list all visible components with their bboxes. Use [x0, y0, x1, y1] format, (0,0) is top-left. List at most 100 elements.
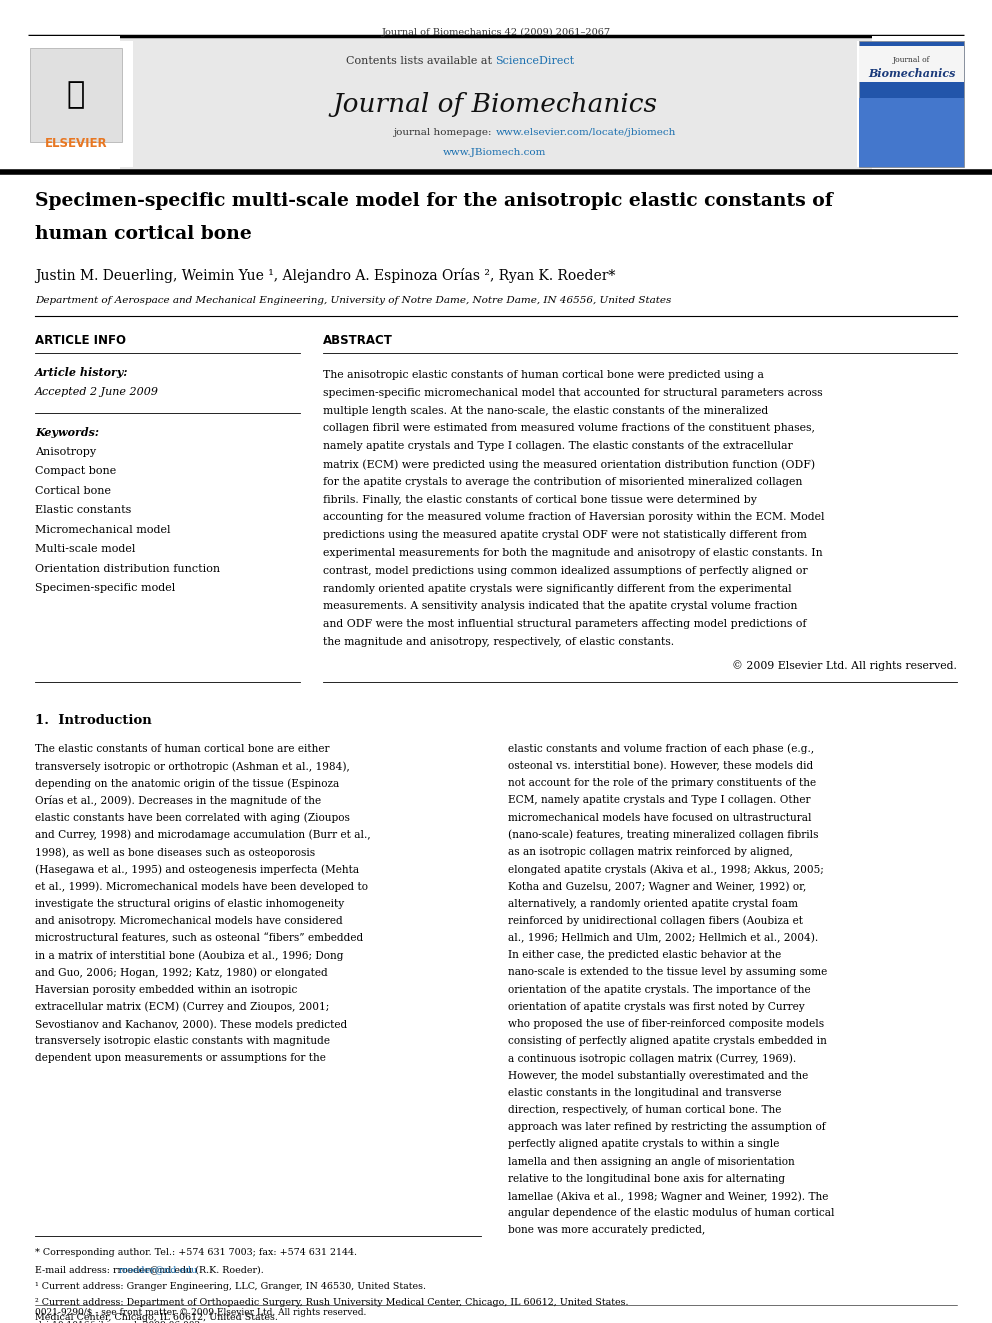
Text: Justin M. Deuerling, Weimin Yue ¹, Alejandro A. Espinoza Orías ², Ryan K. Roeder: Justin M. Deuerling, Weimin Yue ¹, Aleja…: [35, 269, 615, 283]
Text: who proposed the use of fiber-reinforced composite models: who proposed the use of fiber-reinforced…: [508, 1019, 824, 1029]
Text: Department of Aerospace and Mechanical Engineering, University of Notre Dame, No: Department of Aerospace and Mechanical E…: [35, 296, 672, 306]
Text: transversely isotropic elastic constants with magnitude: transversely isotropic elastic constants…: [35, 1036, 330, 1046]
Bar: [28, 36, 964, 172]
Text: alternatively, a randomly oriented apatite crystal foam: alternatively, a randomly oriented apati…: [508, 898, 798, 909]
Text: not account for the role of the primary constituents of the: not account for the role of the primary …: [508, 778, 816, 789]
Text: 🌲: 🌲: [66, 81, 85, 110]
Bar: [872, 36, 992, 172]
Text: and anisotropy. Micromechanical models have considered: and anisotropy. Micromechanical models h…: [35, 916, 343, 926]
Text: elastic constants and volume fraction of each phase (e.g.,: elastic constants and volume fraction of…: [508, 744, 814, 754]
Text: angular dependence of the elastic modulus of human cortical: angular dependence of the elastic modulu…: [508, 1208, 834, 1218]
Text: ¹ Current address: Granger Engineering, LLC, Granger, IN 46530, United States.: ¹ Current address: Granger Engineering, …: [35, 1282, 426, 1291]
Text: (nano-scale) features, treating mineralized collagen fibrils: (nano-scale) features, treating minerali…: [508, 830, 818, 840]
Text: matrix (ECM) were predicted using the measured orientation distribution function: matrix (ECM) were predicted using the me…: [323, 459, 815, 470]
Text: 0021-9290/$ - see front matter © 2009 Elsevier Ltd. All rights reserved.: 0021-9290/$ - see front matter © 2009 El…: [35, 1308, 366, 1316]
Text: elastic constants in the longitudinal and transverse: elastic constants in the longitudinal an…: [508, 1088, 782, 1098]
Text: a continuous isotropic collagen matrix (Currey, 1969).: a continuous isotropic collagen matrix (…: [508, 1053, 797, 1064]
Text: www.elsevier.com/locate/jbiomech: www.elsevier.com/locate/jbiomech: [496, 128, 677, 138]
Text: journal homepage:: journal homepage:: [393, 128, 495, 138]
Text: dependent upon measurements or assumptions for the: dependent upon measurements or assumptio…: [35, 1053, 326, 1064]
Text: Journal of Biomechanics 42 (2009) 2061–2067: Journal of Biomechanics 42 (2009) 2061–2…: [382, 28, 610, 37]
Text: consisting of perfectly aligned apatite crystals embedded in: consisting of perfectly aligned apatite …: [508, 1036, 827, 1046]
Text: Elastic constants: Elastic constants: [35, 505, 131, 516]
Bar: [30, 48, 122, 142]
Text: perfectly aligned apatite crystals to within a single: perfectly aligned apatite crystals to wi…: [508, 1139, 780, 1150]
Text: collagen fibril were estimated from measured volume fractions of the constituent: collagen fibril were estimated from meas…: [323, 423, 815, 434]
Bar: [859, 41, 964, 167]
Text: elastic constants have been correlated with aging (Zioupos: elastic constants have been correlated w…: [35, 812, 350, 823]
Text: Specimen-specific model: Specimen-specific model: [35, 583, 176, 594]
Text: Cortical bone: Cortical bone: [35, 486, 111, 496]
Bar: [120, 36, 872, 172]
Text: Kotha and Guzelsu, 2007; Wagner and Weiner, 1992) or,: Kotha and Guzelsu, 2007; Wagner and Wein…: [508, 881, 806, 892]
Text: depending on the anatomic origin of the tissue (Espinoza: depending on the anatomic origin of the …: [35, 778, 339, 789]
Text: microstructural features, such as osteonal “fibers” embedded: microstructural features, such as osteon…: [35, 933, 363, 943]
Text: Journal of: Journal of: [893, 56, 930, 64]
Text: orientation of apatite crystals was first noted by Currey: orientation of apatite crystals was firs…: [508, 1002, 805, 1012]
Text: measurements. A sensitivity analysis indicated that the apatite crystal volume f: measurements. A sensitivity analysis ind…: [323, 602, 798, 611]
Text: fibrils. Finally, the elastic constants of cortical bone tissue were determined : fibrils. Finally, the elastic constants …: [323, 495, 757, 504]
Text: However, the model substantially overestimated and the: However, the model substantially overest…: [508, 1070, 808, 1081]
Text: osteonal vs. interstitial bone). However, these models did: osteonal vs. interstitial bone). However…: [508, 761, 813, 771]
Text: © 2009 Elsevier Ltd. All rights reserved.: © 2009 Elsevier Ltd. All rights reserved…: [732, 660, 957, 671]
Text: al., 1996; Hellmich and Ulm, 2002; Hellmich et al., 2004).: al., 1996; Hellmich and Ulm, 2002; Hellm…: [508, 933, 818, 943]
Text: as an isotropic collagen matrix reinforced by aligned,: as an isotropic collagen matrix reinforc…: [508, 847, 793, 857]
Text: randomly oriented apatite crystals were significantly different from the experim: randomly oriented apatite crystals were …: [323, 583, 792, 594]
Text: Biomechanics: Biomechanics: [868, 67, 955, 79]
Text: approach was later refined by restricting the assumption of: approach was later refined by restrictin…: [508, 1122, 825, 1132]
Text: Haversian porosity embedded within an isotropic: Haversian porosity embedded within an is…: [35, 984, 298, 995]
Text: for the apatite crystals to average the contribution of misoriented mineralized : for the apatite crystals to average the …: [323, 476, 803, 487]
Text: E-mail address: rroeder@nd.edu (R.K. Roeder).: E-mail address: rroeder@nd.edu (R.K. Roe…: [35, 1265, 264, 1274]
Text: relative to the longitudinal bone axis for alternating: relative to the longitudinal bone axis f…: [508, 1174, 785, 1184]
Text: et al., 1999). Micromechanical models have been developed to: et al., 1999). Micromechanical models ha…: [35, 881, 368, 892]
Text: multiple length scales. At the nano-scale, the elastic constants of the minerali: multiple length scales. At the nano-scal…: [323, 406, 768, 415]
Text: namely apatite crystals and Type I collagen. The elastic constants of the extrac: namely apatite crystals and Type I colla…: [323, 441, 793, 451]
Text: Accepted 2 June 2009: Accepted 2 June 2009: [35, 388, 159, 397]
Text: Keywords:: Keywords:: [35, 427, 99, 438]
Text: ABSTRACT: ABSTRACT: [323, 333, 393, 347]
Text: reinforced by unidirectional collagen fibers (Aoubiza et: reinforced by unidirectional collagen fi…: [508, 916, 803, 926]
Bar: [857, 41, 964, 167]
Text: human cortical bone: human cortical bone: [35, 225, 252, 243]
Text: Orientation distribution function: Orientation distribution function: [35, 564, 220, 574]
Text: Sevostianov and Kachanov, 2000). These models predicted: Sevostianov and Kachanov, 2000). These m…: [35, 1019, 347, 1029]
Text: ELSEVIER: ELSEVIER: [45, 138, 107, 149]
Text: specimen-specific micromechanical model that accounted for structural parameters: specimen-specific micromechanical model …: [323, 388, 822, 398]
Text: experimental measurements for both the magnitude and anisotropy of elastic const: experimental measurements for both the m…: [323, 548, 822, 558]
Text: extracellular matrix (ECM) (Currey and Zioupos, 2001;: extracellular matrix (ECM) (Currey and Z…: [35, 1002, 329, 1012]
Text: Article history:: Article history:: [35, 366, 129, 378]
Text: In either case, the predicted elastic behavior at the: In either case, the predicted elastic be…: [508, 950, 782, 960]
Text: contrast, model predictions using common idealized assumptions of perfectly alig: contrast, model predictions using common…: [323, 566, 807, 576]
Text: Contents lists available at: Contents lists available at: [345, 56, 495, 66]
Text: in a matrix of interstitial bone (Aoubiza et al., 1996; Dong: in a matrix of interstitial bone (Aoubiz…: [35, 950, 343, 960]
Text: Specimen-specific multi-scale model for the anisotropic elastic constants of: Specimen-specific multi-scale model for …: [35, 192, 833, 210]
Text: rroeder@nd.edu: rroeder@nd.edu: [118, 1265, 197, 1274]
Text: predictions using the measured apatite crystal ODF were not statistically differ: predictions using the measured apatite c…: [323, 531, 806, 540]
Text: nano-scale is extended to the tissue level by assuming some: nano-scale is extended to the tissue lev…: [508, 967, 827, 978]
Text: The elastic constants of human cortical bone are either: The elastic constants of human cortical …: [35, 744, 329, 754]
Text: transversely isotropic or orthotropic (Ashman et al., 1984),: transversely isotropic or orthotropic (A…: [35, 761, 350, 771]
Text: ARTICLE INFO: ARTICLE INFO: [35, 333, 126, 347]
Text: ECM, namely apatite crystals and Type I collagen. Other: ECM, namely apatite crystals and Type I …: [508, 795, 810, 806]
Text: Anisotropy: Anisotropy: [35, 447, 96, 456]
Text: Journal of Biomechanics: Journal of Biomechanics: [332, 93, 658, 116]
Text: micromechanical models have focused on ultrastructural: micromechanical models have focused on u…: [508, 812, 811, 823]
Text: 1.  Introduction: 1. Introduction: [35, 714, 152, 726]
Text: Micromechanical model: Micromechanical model: [35, 525, 171, 534]
Text: bone was more accurately predicted,: bone was more accurately predicted,: [508, 1225, 705, 1236]
Text: and ODF were the most influential structural parameters affecting model predicti: and ODF were the most influential struct…: [323, 619, 806, 630]
Text: and Guo, 2006; Hogan, 1992; Katz, 1980) or elongated: and Guo, 2006; Hogan, 1992; Katz, 1980) …: [35, 967, 327, 978]
Text: elongated apatite crystals (Akiva et al., 1998; Akkus, 2005;: elongated apatite crystals (Akiva et al.…: [508, 864, 823, 875]
Bar: [0, 36, 120, 172]
Text: accounting for the measured volume fraction of Haversian porosity within the ECM: accounting for the measured volume fract…: [323, 512, 824, 523]
Bar: [28, 41, 133, 167]
Text: orientation of the apatite crystals. The importance of the: orientation of the apatite crystals. The…: [508, 984, 810, 995]
Text: doi:10.1016/j.jbiomech.2009.06.002: doi:10.1016/j.jbiomech.2009.06.002: [35, 1320, 200, 1323]
Bar: [859, 46, 964, 82]
Text: ² Current address: Department of Orthopaedic Surgery, Rush University Medical Ce: ² Current address: Department of Orthopa…: [35, 1298, 629, 1307]
Text: the magnitude and anisotropy, respectively, of elastic constants.: the magnitude and anisotropy, respective…: [323, 636, 675, 647]
Text: (Hasegawa et al., 1995) and osteogenesis imperfecta (Mehta: (Hasegawa et al., 1995) and osteogenesis…: [35, 864, 359, 875]
Text: ScienceDirect: ScienceDirect: [495, 56, 574, 66]
Text: 1998), as well as bone diseases such as osteoporosis: 1998), as well as bone diseases such as …: [35, 847, 315, 857]
Bar: [859, 98, 964, 167]
